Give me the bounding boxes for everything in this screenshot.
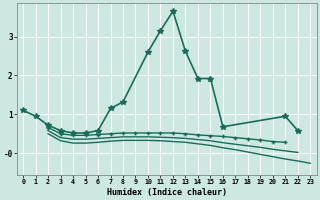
X-axis label: Humidex (Indice chaleur): Humidex (Indice chaleur)	[107, 188, 227, 197]
